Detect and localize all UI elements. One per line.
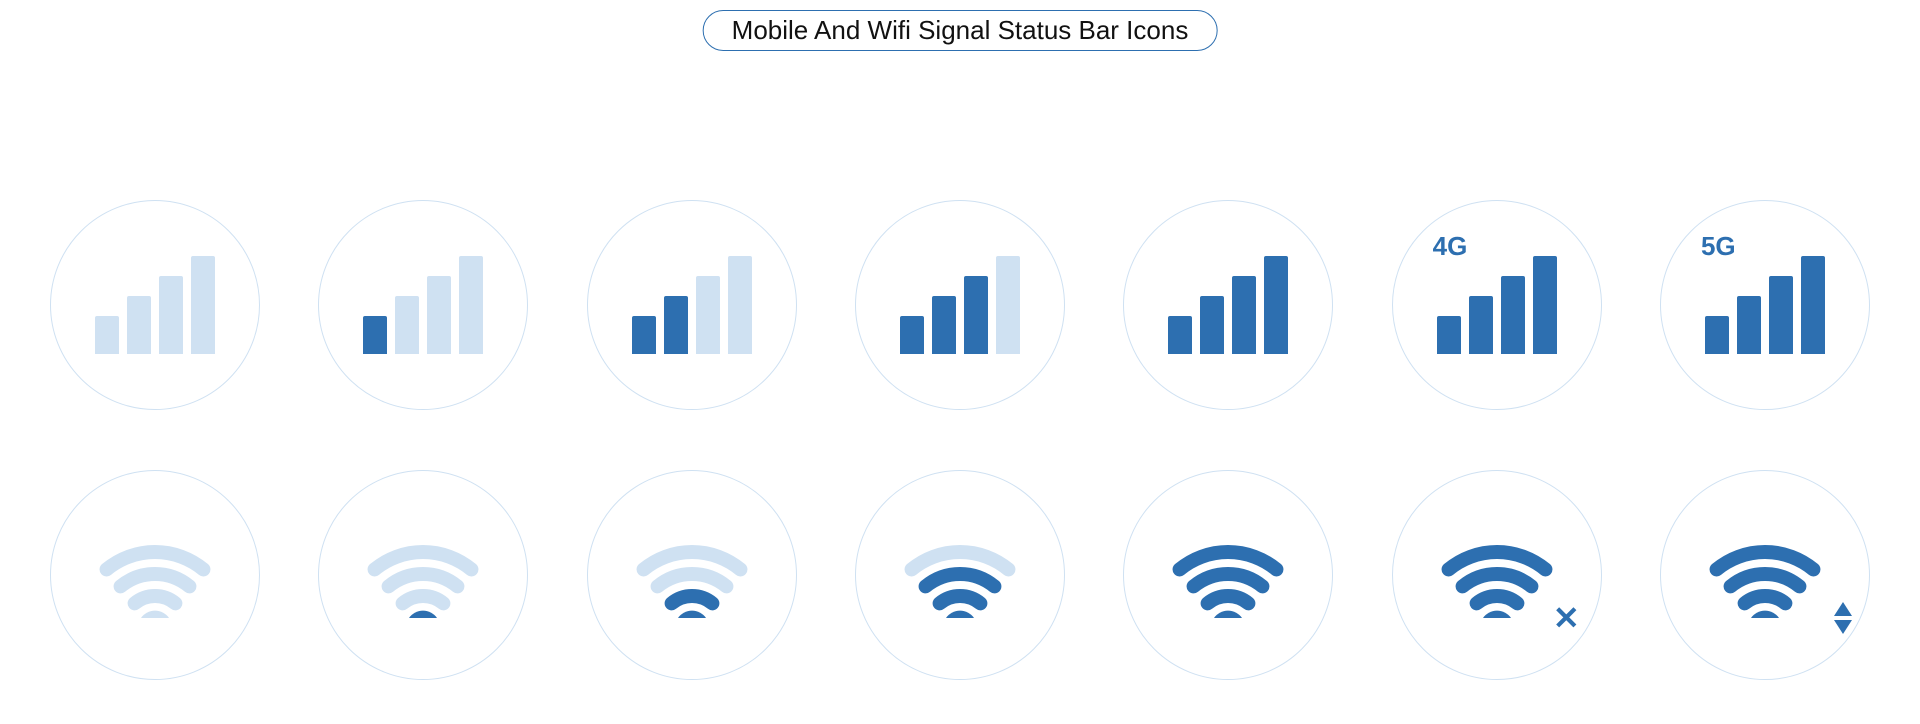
signal-bar <box>696 276 720 354</box>
signal-bars <box>900 256 1020 354</box>
signal-bar <box>1469 296 1493 354</box>
signal-bars-row: 4G 5G <box>50 200 1870 410</box>
signal-bar <box>1705 316 1729 354</box>
signal-bar <box>427 276 451 354</box>
signal-4g-icon: 4G <box>1392 200 1602 410</box>
signal-bar <box>1533 256 1557 354</box>
signal-bar <box>664 296 688 354</box>
wifi-icons-row: ✕ <box>50 470 1870 680</box>
signal-bar <box>127 296 151 354</box>
signal-1-icon <box>318 200 528 410</box>
signal-bar <box>1232 276 1256 354</box>
wifi-arcs <box>617 520 767 630</box>
wifi-arcs <box>885 520 1035 630</box>
signal-bar <box>964 276 988 354</box>
signal-bar <box>1200 296 1224 354</box>
wifi-error-x-icon: ✕ <box>1553 602 1580 634</box>
signal-5g-icon: 5G <box>1660 200 1870 410</box>
wifi-error-icon: ✕ <box>1392 470 1602 680</box>
signal-bars <box>1168 256 1288 354</box>
signal-bar <box>1264 256 1288 354</box>
network-type-label: 4G <box>1433 231 1468 262</box>
signal-4-icon <box>1123 200 1333 410</box>
signal-2-icon <box>587 200 797 410</box>
wifi-3-icon <box>855 470 1065 680</box>
signal-bar <box>1437 316 1461 354</box>
signal-bar <box>932 296 956 354</box>
wifi-arcs <box>1153 520 1303 630</box>
signal-bar <box>395 296 419 354</box>
signal-bar <box>363 316 387 354</box>
wifi-transfer-icon <box>1660 470 1870 680</box>
signal-bars <box>632 256 752 354</box>
wifi-2-icon <box>587 470 797 680</box>
signal-bar <box>191 256 215 354</box>
page-title: Mobile And Wifi Signal Status Bar Icons <box>703 10 1218 51</box>
signal-bar <box>159 276 183 354</box>
signal-bar <box>1769 276 1793 354</box>
wifi-arcs: ✕ <box>1422 520 1572 630</box>
triangle-down-icon <box>1834 620 1852 634</box>
signal-bar <box>1801 256 1825 354</box>
signal-bar <box>1501 276 1525 354</box>
icon-grid: 4G 5G ✕ <box>50 200 1870 680</box>
signal-0-icon <box>50 200 260 410</box>
signal-bar <box>996 256 1020 354</box>
signal-3-icon <box>855 200 1065 410</box>
signal-bar <box>459 256 483 354</box>
signal-bar <box>1168 316 1192 354</box>
signal-bar <box>632 316 656 354</box>
wifi-arcs <box>348 520 498 630</box>
wifi-1-icon <box>318 470 528 680</box>
signal-bar <box>900 316 924 354</box>
wifi-4-icon <box>1123 470 1333 680</box>
wifi-updown-icon <box>1834 602 1852 634</box>
triangle-up-icon <box>1834 602 1852 616</box>
signal-bar <box>1737 296 1761 354</box>
signal-bars <box>95 256 215 354</box>
signal-bar <box>728 256 752 354</box>
wifi-0-icon <box>50 470 260 680</box>
signal-bars <box>1437 256 1557 354</box>
signal-bars <box>363 256 483 354</box>
signal-bars <box>1705 256 1825 354</box>
network-type-label: 5G <box>1701 231 1736 262</box>
wifi-arcs <box>1690 520 1840 630</box>
signal-bar <box>95 316 119 354</box>
wifi-arcs <box>80 520 230 630</box>
